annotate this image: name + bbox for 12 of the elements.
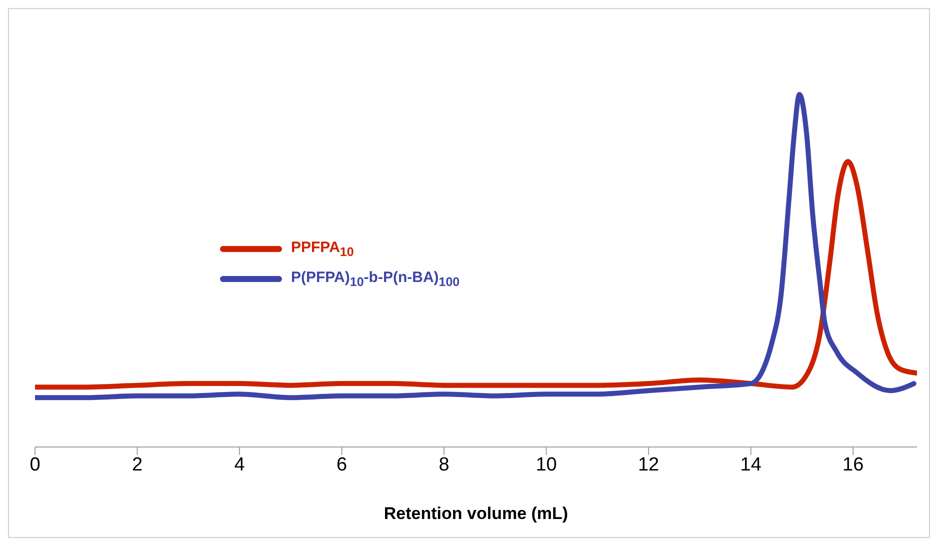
x-tick-label: 8 bbox=[438, 454, 450, 476]
x-tick-label: 16 bbox=[842, 454, 864, 476]
x-tick-label: 0 bbox=[30, 454, 40, 476]
x-tick-label: 4 bbox=[234, 454, 246, 476]
x-tick-label: 6 bbox=[336, 454, 348, 476]
x-tick-label: 10 bbox=[536, 454, 557, 476]
legend-label: PPFPA$_{10}$ bbox=[291, 239, 354, 259]
x-tick-label: 12 bbox=[638, 454, 660, 476]
legend-label: P(PFPA)$_{10}$-b-P(n-BA)$_{100}$ bbox=[291, 269, 460, 289]
x-tick-label: 2 bbox=[132, 454, 143, 476]
x-axis-title: Retention volume (mL) bbox=[384, 504, 568, 523]
x-tick-label: 14 bbox=[740, 454, 762, 476]
